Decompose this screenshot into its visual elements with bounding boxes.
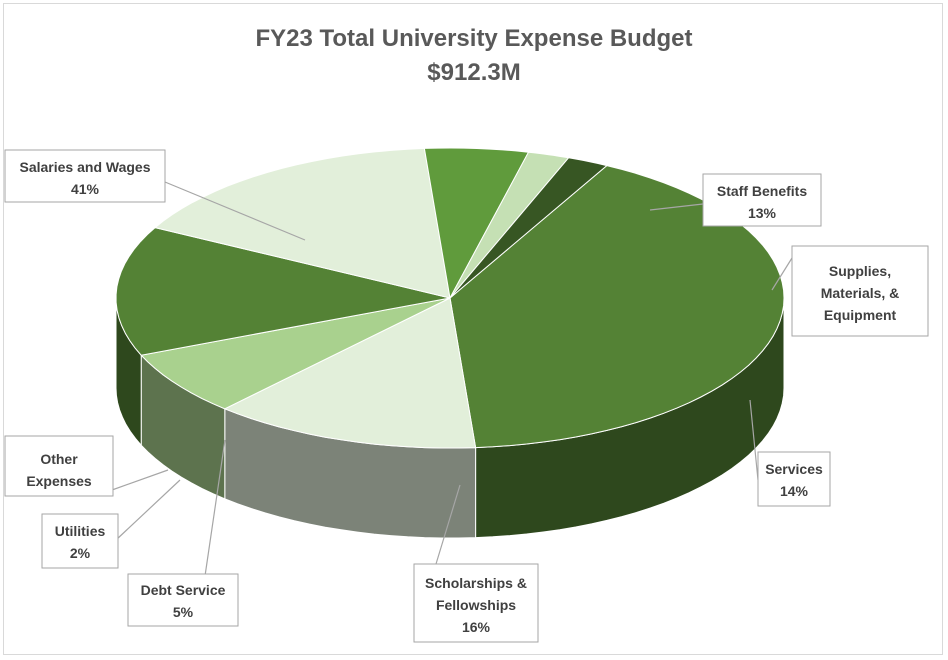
callout-supplies: Supplies, Materials, & Equipment [791,245,929,337]
percent-staff-benefits: 13% [748,205,777,221]
leader-scholarships [435,484,461,565]
leader-debt-service [204,439,226,577]
chart-title: FY23 Total University Expense Budget [255,25,692,52]
label-utilities: Utilities [55,523,106,539]
label-scholarships-line1: Scholarships & [425,575,527,591]
percent-utilities: 2% [70,545,91,561]
callout-staff-benefits: Staff Benefits 13% [702,173,822,227]
pie-slice-utilities [449,151,570,299]
leader-other-expenses [111,469,169,491]
pie-slice-scholarships-fellowships [153,147,451,299]
pie-slices [115,147,785,539]
callout-scholarships: Scholarships & Fellowships 16% [413,563,539,643]
label-services: Services [765,461,823,477]
label-staff-benefits: Staff Benefits [717,183,807,199]
label-supplies-line3: Equipment [824,307,897,323]
leader-utilities [115,479,181,541]
label-salaries: Salaries and Wages [20,159,151,175]
label-supplies-line1: Supplies, [829,263,891,279]
leader-salaries [164,181,306,241]
pie-slice-other-expenses [449,157,608,299]
callout-services: Services 14% [757,451,831,507]
callout-utilities: Utilities 2% [41,513,119,569]
chart-subtitle: $912.3M [427,59,520,86]
callout-debt-service: Debt Service 5% [127,573,239,627]
callout-other-expenses: Other Expenses [4,435,114,497]
label-supplies-line2: Materials, & [821,285,900,301]
pie-slice-services [115,227,451,356]
leader-supplies [771,257,793,291]
pie-slice-staff-benefits [223,297,477,449]
label-debt-service: Debt Service [141,582,226,598]
label-other-line2: Expenses [26,473,92,489]
percent-scholarships: 16% [462,619,491,635]
label-scholarships-line2: Fellowships [436,597,516,613]
label-other-line1: Other [40,451,78,467]
pie-slice-debt-service [423,147,530,300]
percent-services: 14% [780,483,809,499]
percent-salaries: 41% [71,181,100,197]
leader-lines [111,181,793,577]
leader-staff-benefits [649,203,704,211]
percent-debt-service: 5% [173,604,194,620]
callout-salaries-and-wages: Salaries and Wages 41% [4,149,166,203]
pie-slice-supplies-materials-equipment [140,297,451,410]
leader-services [749,399,759,481]
